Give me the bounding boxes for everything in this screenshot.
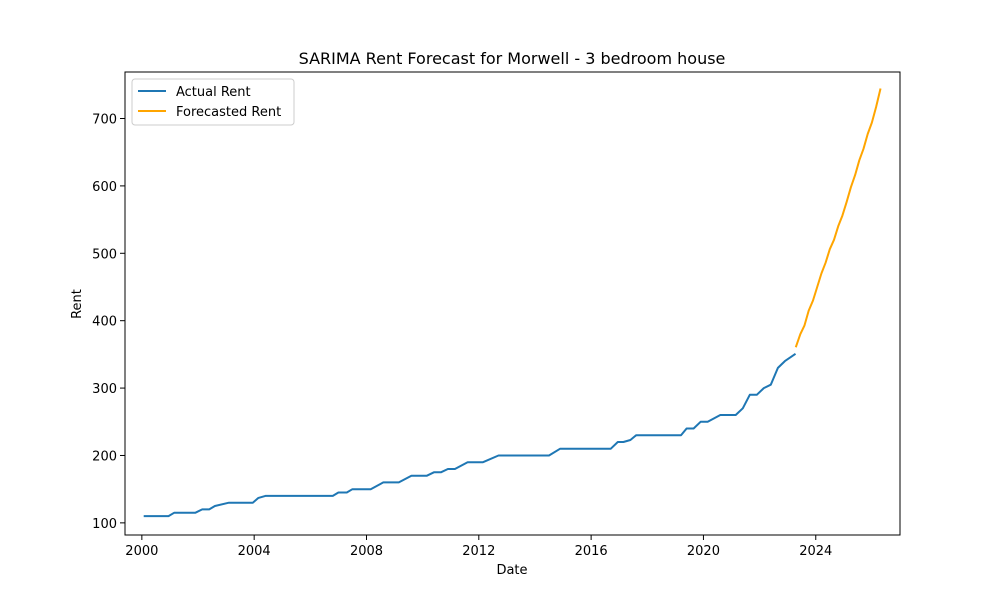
chart-title: SARIMA Rent Forecast for Morwell - 3 bed…	[299, 49, 726, 68]
y-tick-label: 600	[92, 180, 117, 195]
legend-label-actual: Actual Rent	[176, 85, 251, 100]
x-tick-label: 2004	[238, 544, 271, 559]
y-tick-label: 200	[92, 449, 117, 464]
series-line-actual-rent	[143, 353, 797, 518]
plot-area	[124, 71, 901, 536]
x-tick-label: 2012	[462, 544, 495, 559]
y-tick-label: 700	[92, 113, 117, 128]
x-tick-label: 2008	[350, 544, 383, 559]
x-tick-label: 2016	[575, 544, 608, 559]
y-axis: 100 200 300 400 500 600 700	[92, 113, 125, 532]
legend-box	[131, 78, 295, 126]
x-tick-label: 2024	[799, 544, 832, 559]
y-tick-label: 500	[92, 247, 117, 262]
y-tick-label: 100	[92, 517, 117, 532]
x-axis: 2000 2004 2008 2012 2016 2020 2024	[125, 535, 832, 559]
series-layer	[143, 88, 882, 518]
series-line-forecasted-rent	[794, 88, 882, 348]
legend: Actual Rent Forecasted Rent	[131, 78, 295, 126]
legend-label-forecast: Forecasted Rent	[176, 105, 281, 120]
x-axis-title: Date	[496, 563, 527, 578]
y-tick-label: 400	[92, 315, 117, 330]
x-tick-label: 2000	[125, 544, 158, 559]
x-tick-label: 2020	[687, 544, 720, 559]
y-tick-label: 300	[92, 382, 117, 397]
y-axis-title: Rent	[70, 289, 85, 319]
